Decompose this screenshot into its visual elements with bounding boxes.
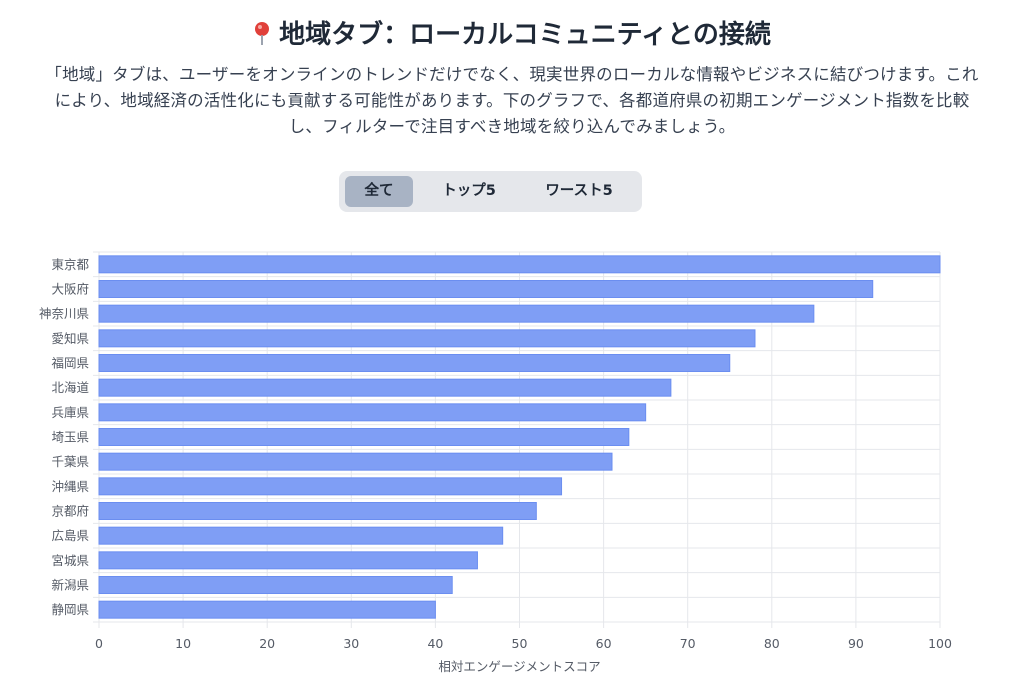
bar-4: [98, 329, 756, 348]
x-axis-label: 相対エンゲージメントスコア: [438, 659, 600, 674]
x-tick-label: 50: [512, 636, 528, 651]
y-tick-label: 大阪府: [51, 282, 89, 297]
y-tick-label: 静岡県: [51, 602, 89, 617]
x-tick-label: 70: [680, 636, 696, 651]
x-tick-label: 80: [764, 636, 780, 651]
y-tick-label: 兵庫県: [51, 405, 89, 420]
y-tick-label: 広島県: [51, 528, 89, 543]
y-tick-label: 福岡県: [51, 356, 89, 371]
bar-9: [98, 452, 613, 471]
page-title: 地域タブ：ローカルコミュニティとの接続: [0, 14, 1024, 51]
x-tick-label: 30: [343, 636, 359, 651]
x-tick-label: 90: [848, 636, 864, 651]
page-title-text: 地域タブ：ローカルコミュニティとの接続: [279, 20, 771, 50]
filter-all-button[interactable]: 全て: [345, 176, 413, 207]
round-pushpin-icon: [253, 20, 271, 46]
bar-7: [98, 403, 647, 422]
y-tick-label: 北海道: [51, 380, 89, 395]
bar-13: [98, 551, 478, 570]
y-tick-label: 京都府: [51, 504, 89, 519]
bar-3: [98, 304, 815, 323]
y-tick-label: 千葉県: [51, 454, 89, 469]
y-tick-label: 東京都: [51, 257, 89, 272]
y-tick-label: 新潟県: [51, 578, 89, 593]
intro-paragraph: 「地域」タブは、ユーザーをオンラインのトレンドだけでなく、現実世界のローカルな情…: [45, 65, 979, 136]
y-tick-label: 愛知県: [51, 331, 89, 346]
bar-12: [98, 526, 504, 545]
x-tick-label: 100: [928, 636, 952, 651]
bar-2: [98, 280, 874, 298]
x-tick-label: 0: [95, 636, 103, 651]
x-tick-label: 10: [175, 636, 191, 651]
bar-5: [98, 354, 731, 372]
region-filter-group: 全て トップ5 ワースト5: [339, 171, 642, 212]
filter-worst5-button[interactable]: ワースト5: [545, 183, 613, 199]
bar-1: [98, 255, 941, 274]
y-tick-label: 埼玉県: [51, 430, 89, 445]
y-tick-label: 沖縄県: [51, 479, 89, 494]
bar-15: [98, 600, 436, 619]
y-tick-label: 宮城県: [51, 553, 89, 568]
x-tick-label: 60: [596, 636, 612, 651]
y-tick-label: 神奈川県: [39, 306, 89, 321]
bar-8: [98, 428, 630, 446]
x-tick-label: 20: [259, 636, 275, 651]
bar-11: [98, 502, 537, 520]
bar-10: [98, 477, 563, 496]
x-tick-label: 40: [427, 636, 443, 651]
filter-top5-button[interactable]: トップ5: [442, 183, 496, 199]
bar-14: [98, 576, 453, 594]
bar-6: [98, 378, 672, 397]
